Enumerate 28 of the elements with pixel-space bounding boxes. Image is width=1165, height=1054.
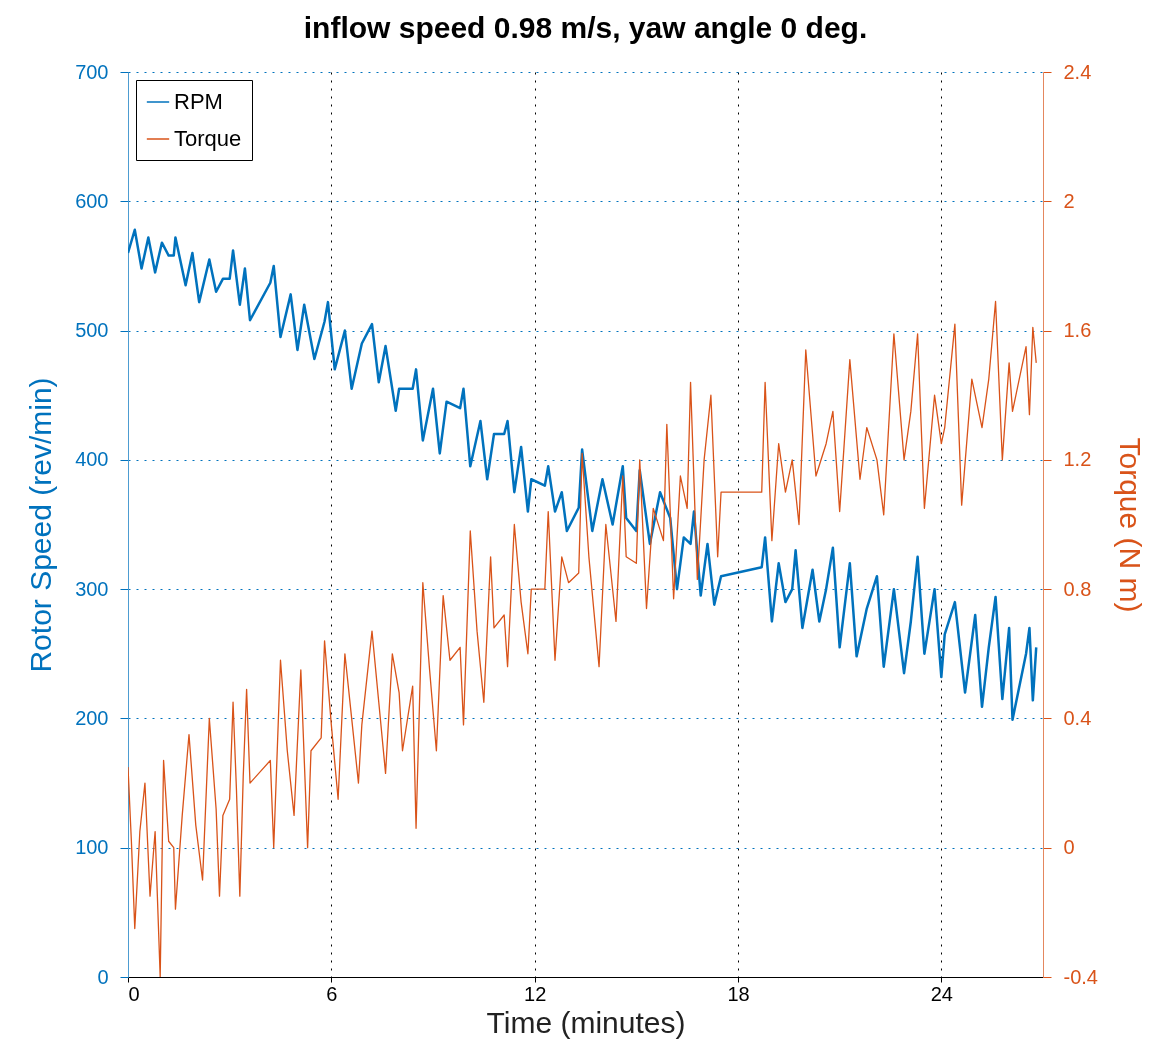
y2-tick-label: 2.4 bbox=[1063, 60, 1092, 83]
y-tick-label: 100 bbox=[75, 836, 109, 859]
y-tick-label: 0 bbox=[97, 965, 109, 988]
y2-tick-label: 1.2 bbox=[1063, 448, 1092, 471]
y-tick-label: 500 bbox=[75, 319, 109, 342]
x-tick-label: 24 bbox=[930, 982, 953, 1005]
y2-tick-label: -0.4 bbox=[1063, 965, 1098, 988]
y2-tick-label: 2 bbox=[1063, 189, 1075, 212]
y2-tick-label: 1.6 bbox=[1063, 319, 1092, 342]
chart-title: inflow speed 0.98 m/s, yaw angle 0 deg. bbox=[303, 11, 868, 44]
legend-label: RPM bbox=[174, 89, 223, 114]
y-tick-label: 400 bbox=[75, 448, 109, 471]
x-tick-label: 6 bbox=[326, 982, 338, 1005]
x-tick-label: 12 bbox=[524, 982, 547, 1005]
x-axis-title: Time (minutes) bbox=[486, 1005, 686, 1039]
y2-axis-title: Torque (N m) bbox=[1113, 437, 1147, 613]
y2-tick-label: 0.8 bbox=[1063, 577, 1092, 600]
y-tick-label: 300 bbox=[75, 577, 109, 600]
y2-tick-label: 0.4 bbox=[1063, 706, 1092, 729]
y-tick-label: 200 bbox=[75, 706, 109, 729]
line-series bbox=[128, 300, 1037, 977]
y-tick-label: 600 bbox=[75, 189, 109, 212]
y2-tick-label: 0 bbox=[1063, 836, 1075, 859]
x-tick-label: 18 bbox=[727, 982, 750, 1005]
y-tick-label: 700 bbox=[75, 60, 109, 83]
legend-label: Torque bbox=[174, 126, 242, 151]
x-tick-label: 0 bbox=[128, 982, 140, 1005]
y-axis-title: Rotor Speed (rev/min) bbox=[24, 377, 58, 673]
